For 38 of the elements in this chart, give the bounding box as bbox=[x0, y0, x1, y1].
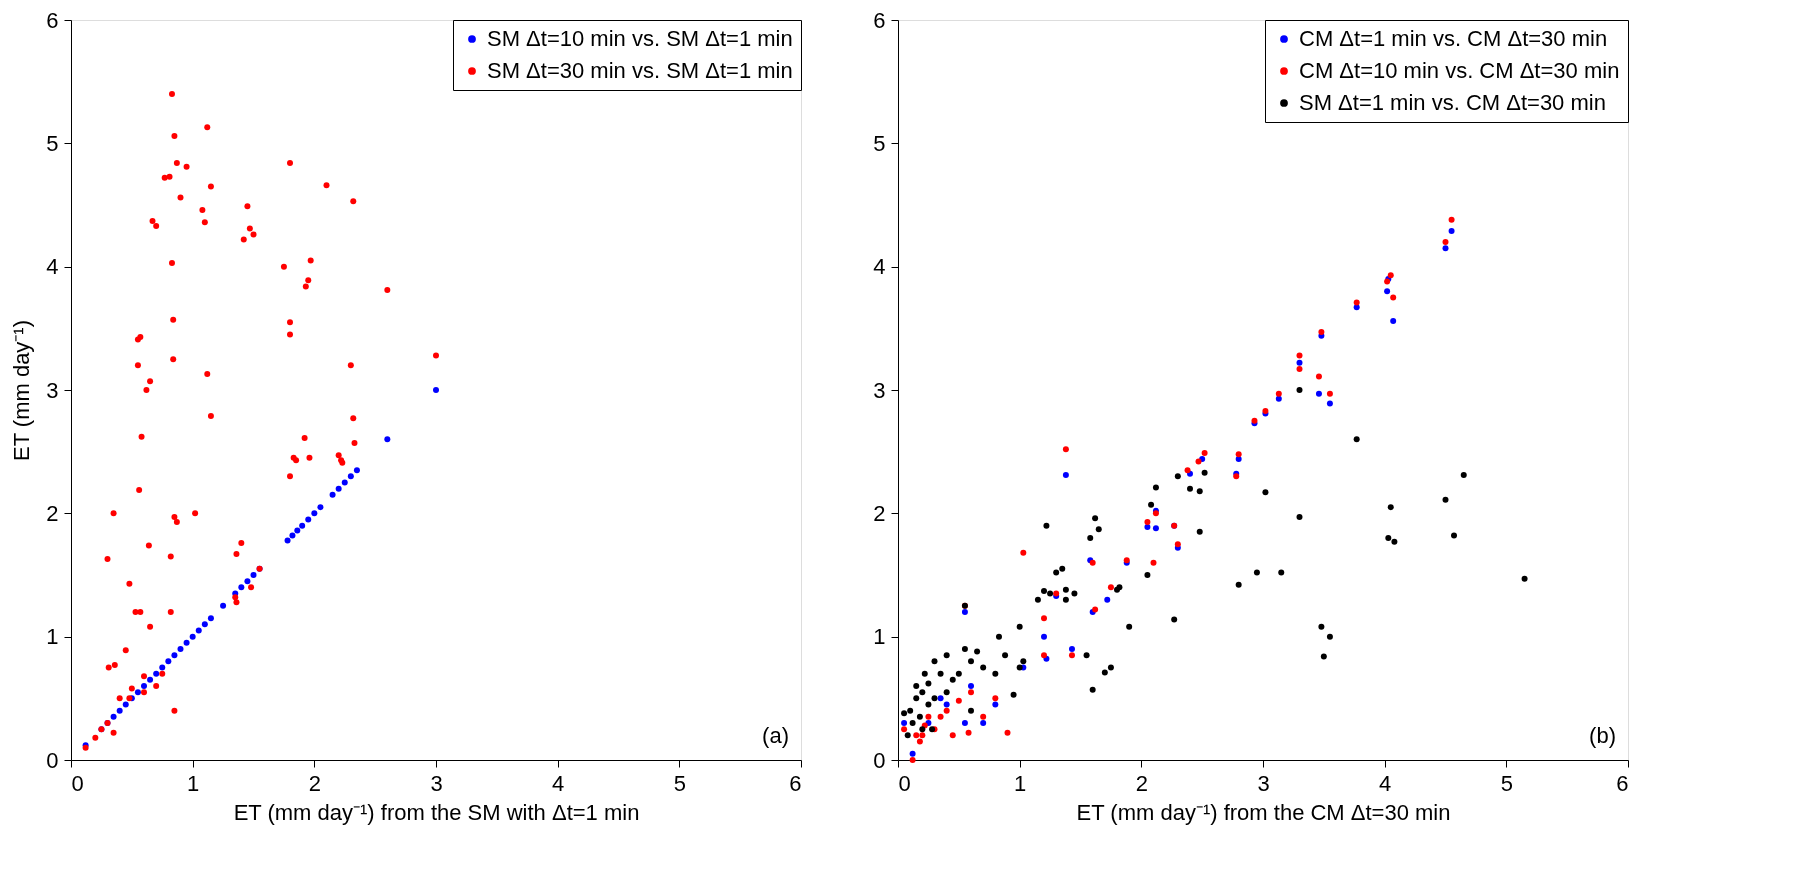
y-tick-label: 0 bbox=[46, 747, 59, 773]
y-tick-label: 3 bbox=[873, 377, 886, 403]
x-axis-title: ET (mm day⁻¹) from the CM Δt=30 min bbox=[1076, 799, 1451, 825]
legend-label: CM Δt=10 min vs. CM Δt=30 min bbox=[1299, 58, 1620, 83]
legend-label: CM Δt=1 min vs. CM Δt=30 min bbox=[1299, 26, 1608, 51]
x-tick-label: 0 bbox=[898, 770, 911, 796]
x-tick-label: 1 bbox=[1014, 770, 1027, 796]
y-tick-label: 1 bbox=[46, 624, 59, 650]
x-tick-label: 6 bbox=[789, 770, 802, 796]
x-tick-label: 4 bbox=[1379, 770, 1392, 796]
y-axis-title: ET (mm day⁻¹) bbox=[9, 319, 35, 462]
y-tick-label: 5 bbox=[873, 130, 886, 156]
x-tick-label: 3 bbox=[1257, 770, 1270, 796]
x-tick-label: 2 bbox=[308, 770, 321, 796]
x-tick-label: 1 bbox=[187, 770, 200, 796]
y-tick-label: 2 bbox=[873, 500, 886, 526]
x-tick-label: 3 bbox=[430, 770, 443, 796]
y-tick-label: 5 bbox=[46, 130, 59, 156]
x-axis-title: ET (mm day⁻¹) from the SM with Δt=1 min bbox=[233, 799, 640, 825]
x-tick-label: 4 bbox=[552, 770, 565, 796]
y-tick-label: 4 bbox=[46, 254, 59, 280]
x-tick-label: 2 bbox=[1135, 770, 1148, 796]
x-tick-label: 5 bbox=[673, 770, 686, 796]
x-tick-label: 5 bbox=[1500, 770, 1513, 796]
y-tick-label: 2 bbox=[46, 500, 59, 526]
annotation: (a) bbox=[762, 723, 789, 748]
y-tick-label: 3 bbox=[46, 377, 59, 403]
x-tick-label: 6 bbox=[1616, 770, 1629, 796]
y-tick-label: 6 bbox=[873, 7, 886, 33]
x-tick-label: 0 bbox=[71, 770, 84, 796]
legend-label: SM Δt=10 min vs. SM Δt=1 min bbox=[487, 26, 793, 51]
y-tick-label: 1 bbox=[873, 624, 886, 650]
annotation: (b) bbox=[1589, 723, 1616, 748]
y-tick-label: 0 bbox=[873, 747, 886, 773]
y-tick-label: 6 bbox=[46, 7, 59, 33]
legend-label: SM Δt=1 min vs. CM Δt=30 min bbox=[1299, 90, 1606, 115]
y-tick-label: 4 bbox=[873, 254, 886, 280]
legend-label: SM Δt=30 min vs. SM Δt=1 min bbox=[487, 58, 793, 83]
